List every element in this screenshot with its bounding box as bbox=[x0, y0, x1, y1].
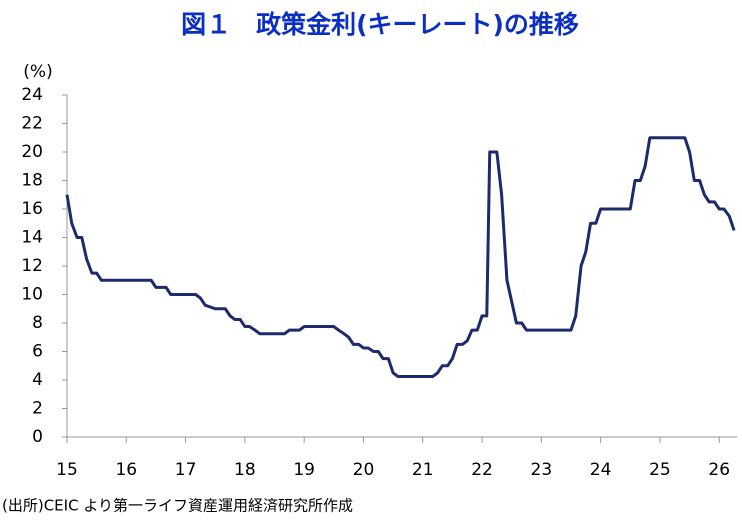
x-tick-label: 17 bbox=[175, 460, 197, 480]
x-tick-label: 23 bbox=[531, 460, 553, 480]
y-tick-label: 22 bbox=[21, 114, 43, 134]
source-note: (出所)CEIC より第一ライフ資産運用経済研究所作成 bbox=[2, 497, 353, 515]
y-tick-label: 0 bbox=[32, 427, 43, 447]
y-tick-label: 6 bbox=[32, 342, 43, 362]
x-tick-label: 24 bbox=[590, 460, 612, 480]
x-tick-label: 25 bbox=[649, 460, 671, 480]
x-tick-label: 19 bbox=[293, 460, 315, 480]
y-tick-label: 18 bbox=[21, 171, 43, 191]
y-tick-label: 14 bbox=[21, 228, 43, 248]
x-tick-label: 22 bbox=[471, 460, 493, 480]
x-tick-label: 15 bbox=[56, 460, 78, 480]
y-tick-label: 4 bbox=[32, 370, 43, 390]
y-tick-label: 16 bbox=[21, 199, 43, 219]
x-tick-label: 21 bbox=[412, 460, 434, 480]
y-tick-label: 12 bbox=[21, 256, 43, 276]
y-tick-label: 20 bbox=[21, 142, 43, 162]
y-axis-label: (%) bbox=[23, 62, 52, 82]
x-tick-label: 16 bbox=[115, 460, 137, 480]
y-tick-label: 2 bbox=[32, 399, 43, 419]
rate-line bbox=[65, 136, 736, 378]
x-tick-label: 26 bbox=[708, 460, 730, 480]
y-tick-label: 10 bbox=[21, 285, 43, 305]
chart-title: 図１ 政策金利(キーレート)の推移 bbox=[181, 10, 579, 39]
y-tick-label: 8 bbox=[32, 313, 43, 333]
x-tick-label: 18 bbox=[234, 460, 256, 480]
y-tick-label: 24 bbox=[21, 85, 43, 105]
x-tick-label: 20 bbox=[353, 460, 375, 480]
